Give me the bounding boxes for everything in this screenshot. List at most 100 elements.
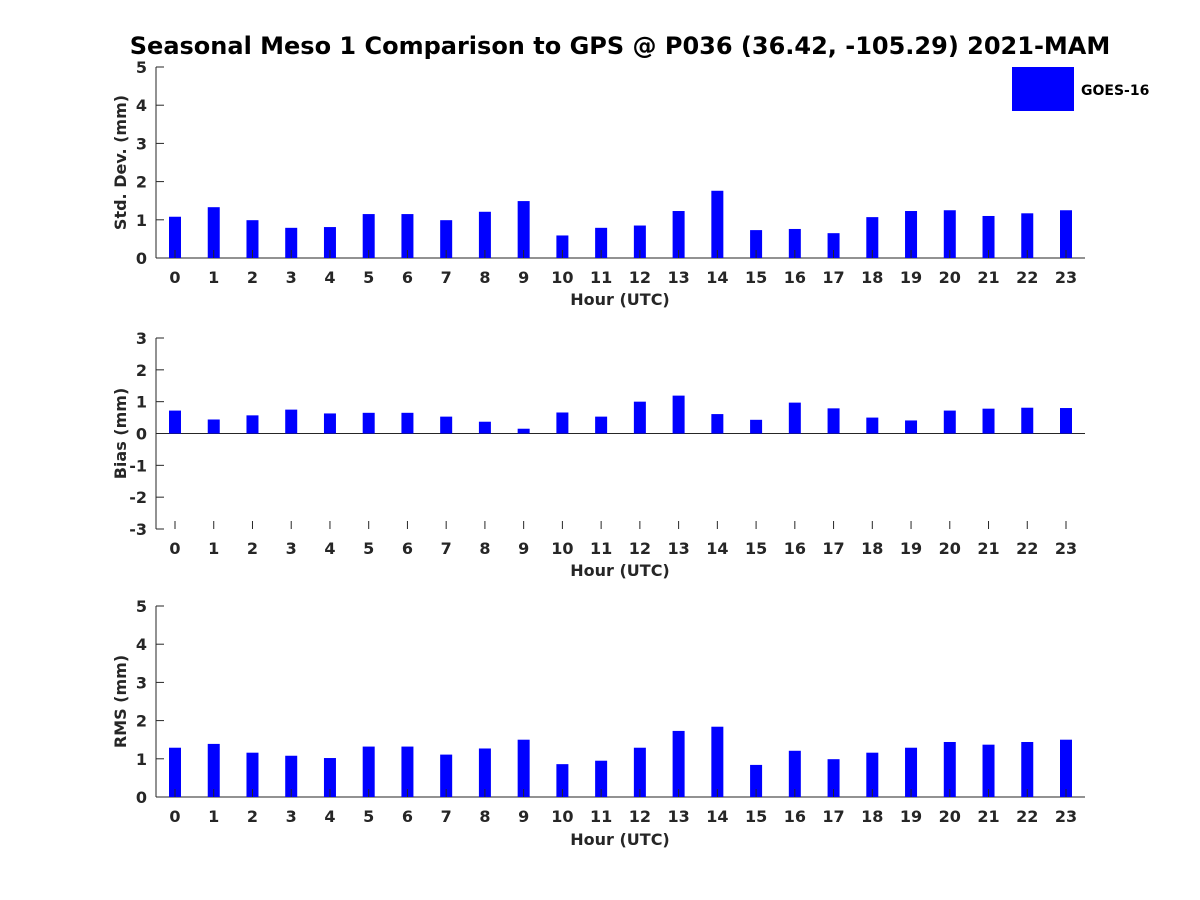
bar-hour-0 <box>169 410 181 434</box>
legend-label: GOES-16 <box>1081 83 1149 99</box>
x-tick-label: 6 <box>402 807 413 826</box>
bar-hour-17 <box>827 759 840 797</box>
x-tick-label: 8 <box>479 807 490 826</box>
bar-hour-19 <box>905 747 918 797</box>
x-tick-label: 10 <box>551 807 573 826</box>
bar-hour-16 <box>788 402 801 434</box>
x-tick-label: 18 <box>861 268 883 287</box>
x-tick-label: 7 <box>441 268 452 287</box>
bar-hour-23 <box>1060 210 1072 258</box>
bar-hour-17 <box>827 408 840 434</box>
bar-hour-23 <box>1060 408 1072 434</box>
bar-hour-1 <box>207 207 220 258</box>
bar-hour-3 <box>285 755 298 797</box>
y-tick-label: 5 <box>136 597 147 616</box>
x-tick-label: 9 <box>518 539 529 558</box>
bar-hour-14 <box>711 190 724 258</box>
x-tick-label: 7 <box>441 807 452 826</box>
x-tick-label: 0 <box>169 539 180 558</box>
bar-hour-11 <box>595 227 608 258</box>
bar-hour-21 <box>982 744 995 797</box>
x-tick-label: 20 <box>939 807 961 826</box>
y-tick-label: 0 <box>136 425 147 444</box>
bar-hour-13 <box>672 730 685 797</box>
x-tick-label: 8 <box>479 268 490 287</box>
y-axis-label: Std. Dev. (mm) <box>111 95 130 230</box>
x-tick-label: 4 <box>324 539 335 558</box>
bar-hour-1 <box>207 419 220 434</box>
x-tick-label: 19 <box>900 539 922 558</box>
bar-hour-14 <box>711 726 724 797</box>
x-tick-label: 17 <box>822 268 844 287</box>
bar-hour-11 <box>595 760 608 797</box>
bar-hour-6 <box>401 214 414 258</box>
bar-hour-12 <box>633 747 646 797</box>
y-tick-label: -3 <box>129 520 147 539</box>
y-tick-label: 5 <box>136 58 147 77</box>
x-tick-label: 12 <box>629 268 651 287</box>
bar-hour-15 <box>750 230 763 258</box>
y-tick-label: 0 <box>136 249 147 268</box>
y-tick-label: 3 <box>136 134 147 153</box>
x-tick-label: 21 <box>977 807 999 826</box>
bar-hour-18 <box>866 217 879 258</box>
bar-hour-20 <box>943 741 956 797</box>
bar-hour-8 <box>478 421 491 434</box>
x-tick-label: 19 <box>900 807 922 826</box>
x-tick-label: 14 <box>706 539 728 558</box>
x-tick-label: 3 <box>286 807 297 826</box>
bar-hour-10 <box>556 412 569 434</box>
x-tick-label: 4 <box>324 807 335 826</box>
x-tick-label: 5 <box>363 539 374 558</box>
x-tick-label: 22 <box>1016 268 1038 287</box>
x-tick-label: 12 <box>629 539 651 558</box>
legend: GOES-16 <box>1012 67 1149 111</box>
bar-hour-13 <box>672 211 685 258</box>
y-tick-label: 1 <box>136 750 147 769</box>
x-tick-label: 2 <box>247 807 258 826</box>
x-tick-label: 5 <box>363 807 374 826</box>
x-tick-label: 2 <box>247 268 258 287</box>
x-tick-label: 23 <box>1055 807 1077 826</box>
y-tick-label: 1 <box>136 393 147 412</box>
bar-hour-5 <box>362 214 375 258</box>
x-tick-label: 22 <box>1016 539 1038 558</box>
bar-hour-6 <box>401 412 414 434</box>
y-tick-label: 4 <box>136 635 147 654</box>
x-tick-label: 19 <box>900 268 922 287</box>
x-tick-label: 8 <box>479 539 490 558</box>
x-tick-label: 23 <box>1055 539 1077 558</box>
bar-hour-8 <box>478 748 491 797</box>
x-tick-label: 23 <box>1055 268 1077 287</box>
x-axis-label: Hour (UTC) <box>570 561 670 580</box>
x-tick-label: 0 <box>169 268 180 287</box>
x-tick-label: 1 <box>208 539 219 558</box>
x-axis-label: Hour (UTC) <box>570 830 670 849</box>
bar-hour-0 <box>169 747 181 797</box>
bar-hour-14 <box>711 414 724 434</box>
bar-hour-12 <box>633 401 646 434</box>
x-tick-label: 11 <box>590 807 612 826</box>
bar-hour-5 <box>362 746 375 797</box>
x-tick-label: 10 <box>551 539 573 558</box>
x-tick-label: 6 <box>402 268 413 287</box>
y-tick-label: 1 <box>136 211 147 230</box>
y-tick-label: 0 <box>136 788 147 807</box>
x-tick-label: 16 <box>784 539 806 558</box>
y-tick-label: 3 <box>136 329 147 348</box>
y-tick-label: -2 <box>129 488 147 507</box>
x-tick-label: 21 <box>977 268 999 287</box>
x-tick-label: 21 <box>977 539 999 558</box>
bar-hour-2 <box>246 415 259 434</box>
x-tick-label: 3 <box>286 539 297 558</box>
x-tick-label: 9 <box>518 268 529 287</box>
bar-hour-9 <box>517 201 530 258</box>
bar-hour-9 <box>517 739 530 797</box>
x-tick-label: 13 <box>667 539 689 558</box>
y-tick-label: 3 <box>136 673 147 692</box>
bar-hour-4 <box>323 227 336 258</box>
y-tick-label: 2 <box>136 712 147 731</box>
y-tick-label: 4 <box>136 96 147 115</box>
